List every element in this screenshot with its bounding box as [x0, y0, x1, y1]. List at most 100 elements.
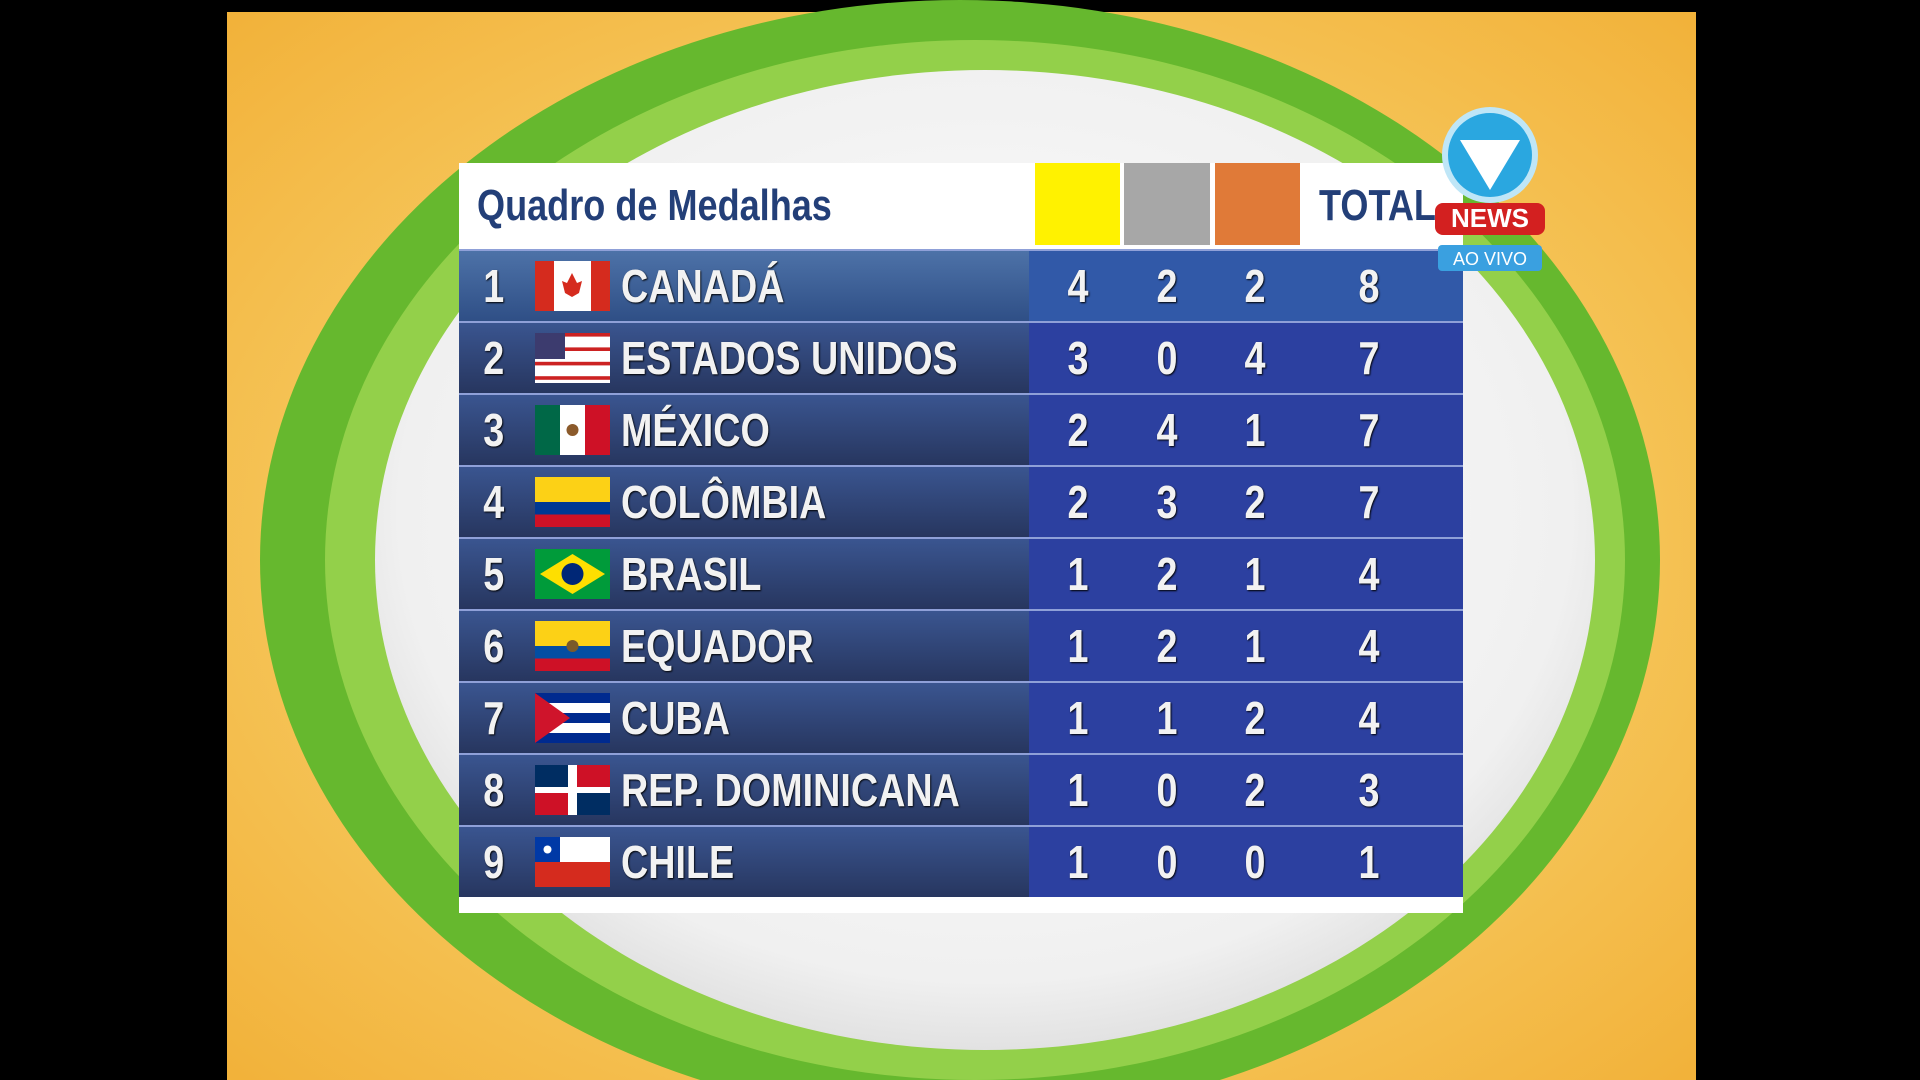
flag-part	[535, 477, 610, 502]
flag-part	[535, 765, 568, 787]
silver-count: 0	[1156, 764, 1178, 816]
rank: 1	[483, 260, 505, 312]
bronze-count: 4	[1244, 332, 1266, 384]
total-count: 3	[1358, 764, 1380, 816]
bronze-header	[1215, 163, 1300, 245]
flag-part	[562, 273, 582, 297]
table-row: 9 CHILE 1 0 0 1	[459, 825, 1463, 897]
flag-part	[535, 713, 610, 723]
flag	[535, 549, 610, 599]
total-count: 7	[1358, 476, 1380, 528]
flag-part	[535, 405, 560, 455]
gold-count: 1	[1067, 548, 1089, 600]
flag-part	[577, 765, 610, 787]
logo-live-bg	[1438, 245, 1542, 271]
bronze-count: 0	[1244, 836, 1266, 888]
country: MÉXICO	[621, 404, 770, 456]
flag	[535, 261, 610, 311]
gold-header	[1035, 163, 1120, 245]
table-row: 1 CANADÁ 4 2 2 8	[459, 249, 1463, 321]
flag-part	[543, 845, 552, 854]
flag	[535, 693, 610, 743]
flag-part	[561, 563, 584, 585]
total-header: TOTAL	[1319, 181, 1436, 230]
flag-part	[535, 658, 610, 671]
bronze-count: 1	[1244, 620, 1266, 672]
flag	[535, 621, 610, 671]
flag-part	[535, 261, 554, 311]
silver-count: 2	[1156, 260, 1178, 312]
channel-logo: NEWS AO VIVO	[1435, 107, 1545, 271]
gold-count: 2	[1067, 476, 1089, 528]
table-row: 4 COLÔMBIA 2 3 2 7	[459, 465, 1463, 537]
flag-part	[535, 693, 570, 743]
total-count: 4	[1358, 548, 1380, 600]
flag-part	[577, 793, 610, 815]
country: ESTADOS UNIDOS	[621, 332, 958, 384]
rank: 5	[483, 548, 505, 600]
country: CANADÁ	[621, 260, 785, 312]
silver-count: 3	[1156, 476, 1178, 528]
bronze-count: 2	[1244, 692, 1266, 744]
silver-count: 0	[1156, 332, 1178, 384]
flag-part	[535, 347, 610, 351]
flag	[535, 477, 610, 527]
rank: 4	[483, 476, 505, 528]
rank: 3	[483, 404, 505, 456]
flag-part	[535, 333, 565, 359]
flag-part	[535, 361, 610, 366]
silver-count: 0	[1156, 836, 1178, 888]
country: COLÔMBIA	[621, 476, 827, 528]
logo-mark	[1460, 140, 1520, 190]
flag-part	[591, 261, 610, 311]
gold-count: 2	[1067, 404, 1089, 456]
rank: 2	[483, 332, 505, 384]
silver-header	[1124, 163, 1210, 245]
silver-count: 1	[1156, 692, 1178, 744]
table-row: 3 MÉXICO 2 4 1 7	[459, 393, 1463, 465]
flag-part	[535, 333, 610, 337]
silver-count: 4	[1156, 404, 1178, 456]
total-count: 1	[1358, 836, 1380, 888]
flag	[535, 765, 610, 815]
gold-count: 1	[1067, 836, 1089, 888]
total-count: 7	[1358, 404, 1380, 456]
table-row: 5 BRASIL 1 2 1 4	[459, 537, 1463, 609]
logo-news-bg	[1435, 203, 1545, 235]
gold-count: 4	[1067, 260, 1089, 312]
rank: 6	[483, 620, 505, 672]
country: BRASIL	[621, 548, 762, 600]
logo-live: AO VIVO	[1453, 249, 1527, 269]
gold-count: 1	[1067, 764, 1089, 816]
table-row: 2 ESTADOS UNIDOS 3 0 4 7	[459, 321, 1463, 393]
country: REP. DOMINICANA	[621, 764, 960, 816]
silver-count: 2	[1156, 620, 1178, 672]
bronze-count: 2	[1244, 260, 1266, 312]
total-count: 4	[1358, 620, 1380, 672]
flag	[535, 333, 610, 383]
bronze-count: 1	[1244, 404, 1266, 456]
bronze-count: 2	[1244, 476, 1266, 528]
total-count: 4	[1358, 692, 1380, 744]
bronze-count: 1	[1244, 548, 1266, 600]
country: CUBA	[621, 692, 730, 744]
flag-part	[585, 405, 610, 455]
rank: 8	[483, 764, 505, 816]
bronze-count: 2	[1244, 764, 1266, 816]
country: CHILE	[621, 836, 735, 888]
flag-part	[535, 862, 610, 887]
table-title: Quadro de Medalhas	[477, 181, 832, 230]
table-row: 6 EQUADOR 1 2 1 4	[459, 609, 1463, 681]
total-count: 8	[1358, 260, 1380, 312]
flag-part	[535, 646, 610, 659]
total-count: 7	[1358, 332, 1380, 384]
rank: 7	[483, 692, 505, 744]
flag-part	[566, 424, 579, 436]
gold-count: 1	[1067, 620, 1089, 672]
country: EQUADOR	[621, 620, 814, 672]
rank: 9	[483, 836, 505, 888]
flag-part	[535, 514, 610, 527]
logo-news: NEWS	[1451, 203, 1529, 233]
flag-part	[535, 793, 568, 815]
flag	[535, 405, 610, 455]
